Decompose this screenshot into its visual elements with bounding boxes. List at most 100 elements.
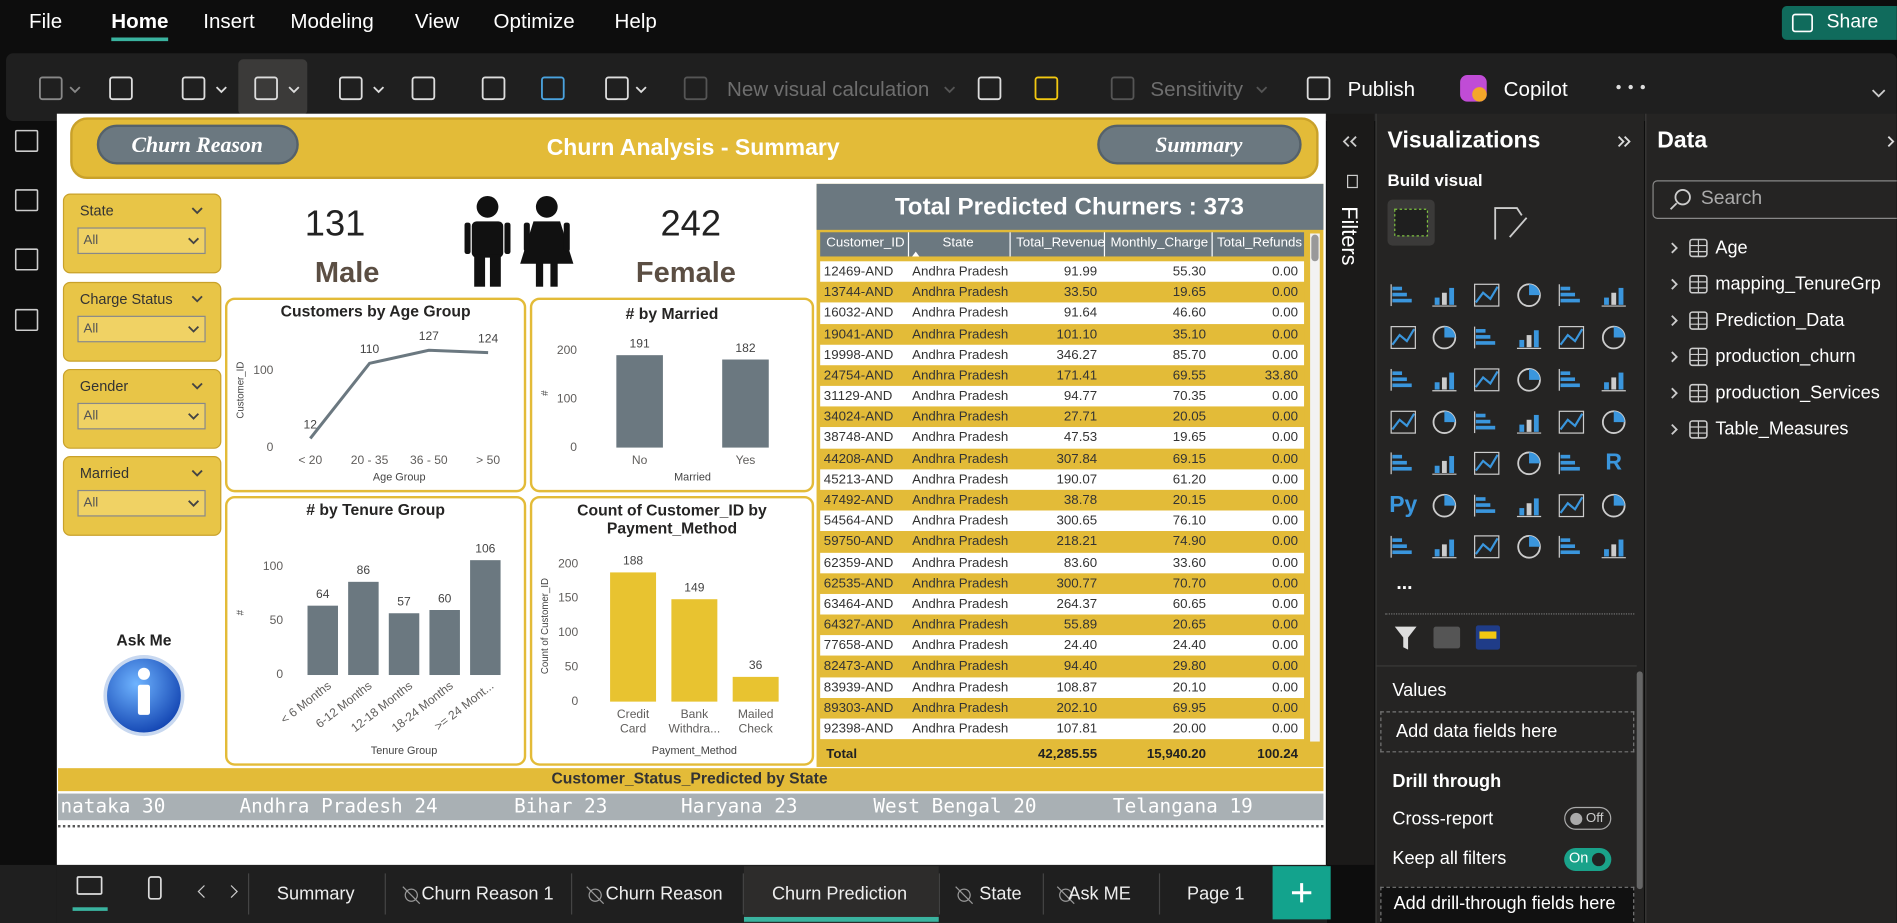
- table-row: [820, 469, 1305, 490]
- table-cell: 300.77: [1056, 576, 1098, 591]
- menu-item[interactable]: View: [414, 9, 460, 33]
- page-tab[interactable]: Churn Reason 1: [421, 883, 554, 905]
- table-row: [820, 302, 1305, 324]
- table-cell: 38748-AND: [823, 430, 894, 446]
- toggle-state: Off: [1585, 811, 1604, 826]
- table-cell: 0.00: [1272, 721, 1299, 737]
- slicer-dropdown[interactable]: [77, 227, 206, 255]
- table-cell: 346.27: [1056, 347, 1098, 363]
- desktop-view-underline: [72, 907, 108, 911]
- toggle-knob: [1570, 812, 1583, 826]
- table-cell: Andhra Pradesh: [912, 534, 1009, 550]
- data-table[interactable]: Table_Measures: [1715, 419, 1849, 440]
- table-cell: 108.87: [1056, 680, 1098, 695]
- active-menu-underline: [111, 37, 169, 42]
- menu-item[interactable]: Home: [111, 9, 169, 33]
- table-row: [820, 510, 1305, 532]
- slicer-dropdown[interactable]: [77, 402, 206, 430]
- column-header[interactable]: Total_Refunds: [1216, 235, 1303, 251]
- field-well-placeholder: Add data fields here: [1395, 721, 1558, 742]
- drill-well[interactable]: [1380, 886, 1635, 923]
- menu-item[interactable]: Optimize: [493, 9, 575, 33]
- ribbon-button: New visual calculation: [727, 77, 930, 101]
- table-cell: Andhra Pradesh: [912, 306, 1009, 321]
- page-tab[interactable]: Churn Reason: [605, 883, 723, 905]
- table-cell: 16032-AND: [823, 306, 894, 321]
- table-cell: 33.60: [1172, 555, 1207, 571]
- table-cell: 171.41: [1056, 368, 1098, 383]
- nav-button[interactable]: [1097, 124, 1302, 165]
- table-cell: Andhra Pradesh: [912, 680, 1009, 695]
- table-cell: Andhra Pradesh: [912, 576, 1009, 591]
- table-cell: Andhra Pradesh: [912, 451, 1009, 467]
- table-cell: 202.10: [1056, 700, 1098, 716]
- build-visual-selected[interactable]: [1387, 199, 1435, 246]
- add-page-button[interactable]: [1272, 866, 1331, 920]
- table-cell: 12469-AND: [823, 264, 894, 280]
- table-cell: Andhra Pradesh: [912, 472, 1009, 487]
- chart-title: # by Married: [625, 304, 719, 323]
- table-cell: Andhra Pradesh: [912, 617, 1009, 633]
- menu-item[interactable]: Insert: [203, 9, 255, 33]
- tab-bar-filler: [0, 864, 57, 923]
- table-cell: 264.37: [1056, 597, 1098, 612]
- column-header[interactable]: State: [942, 235, 974, 251]
- page-tab[interactable]: State: [979, 883, 1022, 905]
- table-cell: 91.64: [1063, 306, 1098, 321]
- menu-item[interactable]: Modeling: [290, 9, 374, 33]
- page-tab[interactable]: Ask ME: [1068, 883, 1131, 905]
- menu-item[interactable]: File: [29, 9, 63, 33]
- table-cell: 69.15: [1172, 451, 1207, 467]
- table-cell: 47492-AND: [823, 493, 894, 508]
- toggle-off[interactable]: [1564, 806, 1612, 830]
- ribbon-button[interactable]: Copilot: [1503, 77, 1568, 101]
- table-cell: 85.70: [1172, 347, 1207, 363]
- view-icon: [14, 189, 39, 212]
- slicer-dropdown[interactable]: [77, 489, 206, 517]
- page-tab[interactable]: Summary: [276, 883, 355, 905]
- table-cell: 24.40: [1172, 638, 1207, 654]
- table-cell: 0.00: [1272, 680, 1299, 695]
- column-header[interactable]: Total_Revenue: [1016, 235, 1105, 251]
- data-table[interactable]: mapping_TenureGrp: [1715, 273, 1881, 295]
- table-cell: Andhra Pradesh: [912, 638, 1009, 654]
- data-table[interactable]: Prediction_Data: [1715, 310, 1845, 331]
- table-cell: 89303-AND: [823, 700, 894, 716]
- search-box[interactable]: [1652, 180, 1897, 219]
- table-row: [820, 448, 1305, 470]
- table-row: [820, 323, 1305, 345]
- ticker-title: Customer_Status_Predicted by State: [551, 768, 828, 787]
- table-row: [820, 552, 1305, 574]
- table-cell: 0.00: [1272, 534, 1299, 550]
- table-cell: 44208-AND: [823, 451, 894, 467]
- slicer-dropdown[interactable]: [77, 315, 206, 343]
- column-header[interactable]: Monthly_Charge: [1110, 235, 1209, 251]
- view-icon: [14, 248, 39, 271]
- data-table[interactable]: Age: [1715, 237, 1748, 259]
- menu-item[interactable]: Help: [614, 9, 657, 33]
- table-cell: 61.20: [1172, 472, 1207, 487]
- visual-type-icon[interactable]: R: [1605, 450, 1623, 476]
- tab-divider: [384, 873, 386, 915]
- page-tab[interactable]: Churn Prediction: [771, 883, 908, 905]
- well-label: Values: [1392, 680, 1447, 701]
- data-table[interactable]: production_churn: [1715, 346, 1856, 367]
- tab-divider: [742, 873, 744, 915]
- table-row: [820, 344, 1305, 366]
- visual-type-icon[interactable]: Py: [1389, 492, 1418, 518]
- pane-title: Data: [1657, 128, 1708, 154]
- x-tick-label: Bank Withdra...: [668, 708, 721, 736]
- column-header[interactable]: Customer_ID: [826, 235, 905, 251]
- more-visuals[interactable]: ...: [1396, 573, 1413, 594]
- table-cell: Andhra Pradesh: [912, 700, 1009, 716]
- table-row: [820, 573, 1305, 594]
- table-total-cell: 15,940.20: [1146, 747, 1207, 762]
- field-well[interactable]: [1380, 711, 1635, 753]
- filters-pane[interactable]: [1327, 113, 1375, 865]
- data-table[interactable]: production_Services: [1715, 382, 1880, 404]
- page-tab[interactable]: Page 1: [1186, 883, 1245, 905]
- table-total-label: Total: [826, 747, 858, 762]
- ribbon-button[interactable]: Publish: [1347, 77, 1416, 101]
- nav-button[interactable]: [96, 124, 299, 165]
- toggle-state: On: [1568, 849, 1589, 867]
